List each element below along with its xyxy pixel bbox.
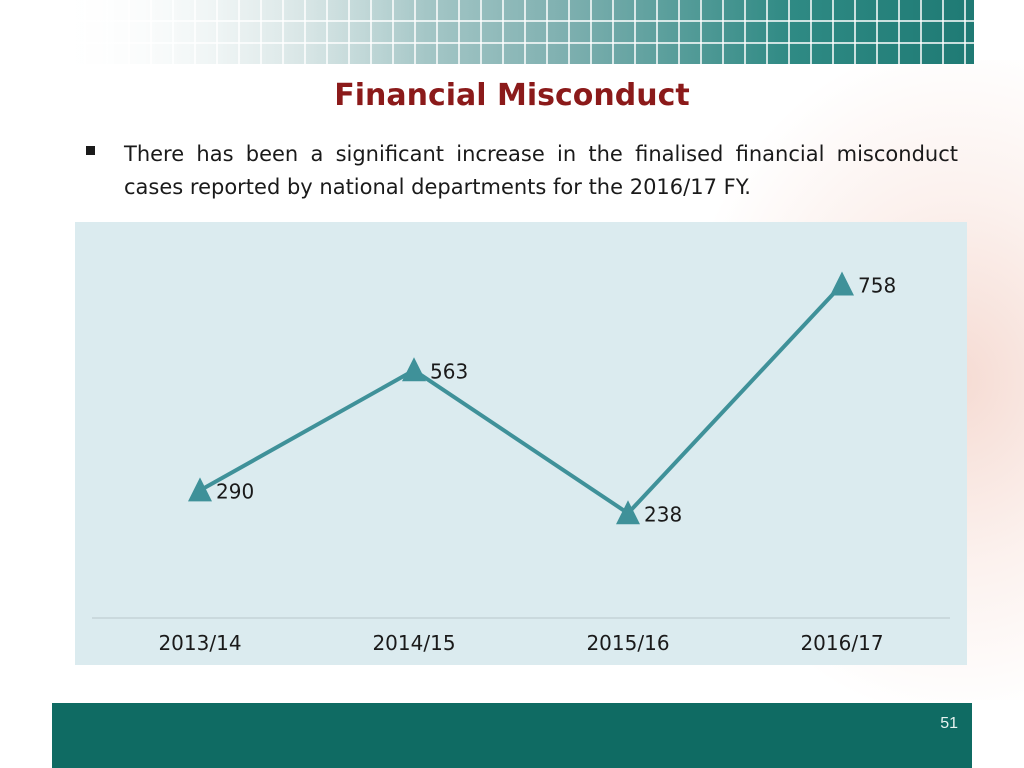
footer-bar: 51 — [52, 703, 972, 768]
bullet-icon — [86, 146, 95, 155]
data-label: 563 — [430, 359, 468, 383]
line-chart: 2013/14 2014/15 2015/16 2016/17 290 563 238 758 — [75, 222, 967, 665]
bullet-text: There has been a significant increase in… — [124, 142, 958, 199]
x-tick-label: 2016/17 — [800, 631, 883, 655]
slide-title: Financial Misconduct — [334, 78, 690, 113]
data-point-marker — [830, 271, 854, 296]
chart-svg: 2013/14 2014/15 2015/16 2016/17 290 563 238 758 — [92, 271, 950, 655]
header-banner — [62, 0, 974, 64]
data-point-marker — [188, 477, 212, 502]
bullet-point: There has been a significant increase in… — [86, 138, 958, 204]
data-label: 290 — [216, 479, 254, 503]
x-tick-label: 2014/15 — [372, 631, 455, 655]
data-point-marker — [402, 357, 426, 382]
page-number: 51 — [940, 715, 958, 732]
data-label: 758 — [858, 273, 896, 297]
x-tick-label: 2013/14 — [158, 631, 241, 655]
data-label: 238 — [644, 502, 682, 526]
x-tick-label: 2015/16 — [586, 631, 669, 655]
series-line — [199, 283, 844, 516]
data-point-marker — [616, 500, 640, 525]
